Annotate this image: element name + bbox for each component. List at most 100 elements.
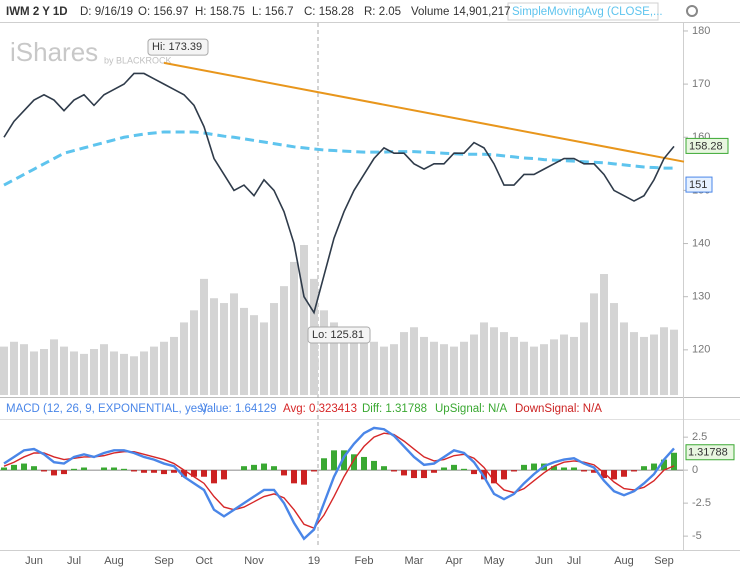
x-tick-label: Mar bbox=[405, 555, 424, 567]
macd-histogram-bar bbox=[221, 470, 227, 480]
macd-histogram-bar bbox=[111, 467, 117, 471]
x-tick-label: Oct bbox=[195, 555, 212, 567]
volume-bar bbox=[420, 336, 428, 395]
study-label: SimpleMovingAvg (CLOSE,... bbox=[512, 6, 663, 18]
y-tick-label: 120 bbox=[692, 344, 710, 356]
volume-bar bbox=[640, 336, 648, 395]
volume-bar bbox=[100, 344, 108, 395]
macd-histogram-bar bbox=[241, 466, 247, 471]
y-tick-label: 0 bbox=[692, 464, 698, 476]
volume-bar bbox=[270, 303, 278, 395]
macd-histogram-bar bbox=[341, 450, 347, 471]
macd-histogram-bar bbox=[631, 470, 637, 472]
macd-histogram-bar bbox=[571, 467, 577, 471]
x-tick-label: Sep bbox=[654, 555, 674, 567]
y-tick-label: -5 bbox=[692, 530, 702, 542]
ma-tag bbox=[685, 176, 713, 193]
header-field: 14,901,217 bbox=[453, 6, 511, 18]
volume-bar bbox=[350, 334, 358, 395]
macd-histogram-bar bbox=[601, 470, 607, 479]
macd-value-line bbox=[3, 426, 675, 541]
volume-bar bbox=[450, 346, 458, 395]
macd-histogram-bar bbox=[421, 470, 427, 479]
y-tick-label: 130 bbox=[692, 291, 710, 303]
volume-bar bbox=[60, 346, 68, 395]
volume-bar bbox=[430, 341, 438, 395]
x-tick-label: Aug bbox=[614, 555, 634, 567]
volume-bar bbox=[660, 327, 668, 395]
x-tick-label: 19 bbox=[308, 555, 320, 567]
macd-histogram-bar bbox=[181, 470, 187, 477]
volume-bar bbox=[650, 334, 658, 395]
volume-bar bbox=[250, 315, 258, 395]
volume-bar bbox=[180, 322, 188, 395]
volume-bar bbox=[190, 310, 198, 395]
macd-histogram-bar bbox=[191, 470, 197, 477]
macd-histogram-bar bbox=[641, 466, 647, 471]
header-field: IWM 2 Y 1D bbox=[6, 6, 68, 18]
macd-histogram-bar bbox=[551, 466, 557, 471]
macd-avg-line bbox=[3, 432, 675, 530]
macd-histogram-bar bbox=[531, 463, 537, 471]
volume-bar bbox=[490, 327, 498, 395]
macd-histogram-bar bbox=[41, 470, 47, 472]
volume-bar bbox=[260, 322, 268, 395]
macd-histogram-bar bbox=[351, 454, 357, 471]
macd-histogram-bar bbox=[281, 470, 287, 476]
volume-bar bbox=[280, 286, 288, 395]
macd-histogram-bar bbox=[71, 468, 77, 471]
macd-histogram-bar bbox=[511, 470, 517, 472]
macd-histogram-bar bbox=[561, 467, 567, 471]
volume-bar bbox=[400, 332, 408, 395]
volume-bar bbox=[440, 344, 448, 395]
macd-histogram-bar bbox=[141, 470, 147, 473]
lo-box bbox=[307, 326, 371, 344]
volume-bar bbox=[220, 303, 228, 395]
macd-readout: Value: 1.64129 bbox=[200, 403, 277, 415]
volume-bar bbox=[40, 349, 48, 395]
macd-histogram-bar bbox=[1, 467, 7, 471]
macd-histogram-bar bbox=[401, 470, 407, 476]
macd-histogram-bar bbox=[81, 467, 87, 471]
macd-histogram-bar bbox=[51, 470, 57, 476]
price-tag bbox=[685, 137, 729, 154]
volume-bar bbox=[30, 351, 38, 395]
macd-histogram-bar bbox=[211, 470, 217, 484]
y-tick-label: 140 bbox=[692, 237, 710, 249]
macd-histogram-bar bbox=[451, 464, 457, 471]
x-tick-label: Feb bbox=[355, 555, 374, 567]
volume-bar bbox=[50, 339, 58, 395]
volume-bar bbox=[80, 353, 88, 395]
volume-bar bbox=[520, 341, 528, 395]
settings-icon[interactable] bbox=[686, 5, 698, 17]
volume-bar bbox=[140, 351, 148, 395]
x-tick-label: Jun bbox=[535, 555, 553, 567]
study-box[interactable] bbox=[507, 2, 659, 21]
volume-bar bbox=[20, 344, 28, 395]
volume-bar bbox=[530, 346, 538, 395]
trendline bbox=[163, 61, 685, 163]
macd-histogram-bar bbox=[411, 470, 417, 479]
volume-bar bbox=[210, 298, 218, 395]
volume-bar bbox=[460, 341, 468, 395]
macd-histogram-bar bbox=[131, 470, 137, 472]
macd-histogram-bar bbox=[611, 470, 617, 480]
macd-histogram-bar bbox=[591, 470, 597, 473]
header-field: D: 9/16/19 bbox=[80, 6, 133, 18]
volume-bar bbox=[90, 349, 98, 395]
price-tag-label: 158.28 bbox=[689, 140, 723, 152]
header-field: R: 2.05 bbox=[364, 6, 401, 18]
volume-bar bbox=[670, 329, 678, 395]
x-tick-label: Apr bbox=[445, 555, 462, 567]
volume-bar bbox=[470, 334, 478, 395]
macd-readout: Diff: 1.31788 bbox=[362, 403, 427, 415]
volume-bar bbox=[540, 344, 548, 395]
watermark: iShares by BLACKROCK bbox=[10, 37, 172, 67]
macd-histogram-bar bbox=[61, 470, 67, 475]
x-tick-label: Aug bbox=[104, 555, 124, 567]
macd-histogram-bar bbox=[251, 464, 257, 471]
macd-histogram-bar bbox=[441, 467, 447, 471]
y-tick-label: 180 bbox=[692, 25, 710, 37]
